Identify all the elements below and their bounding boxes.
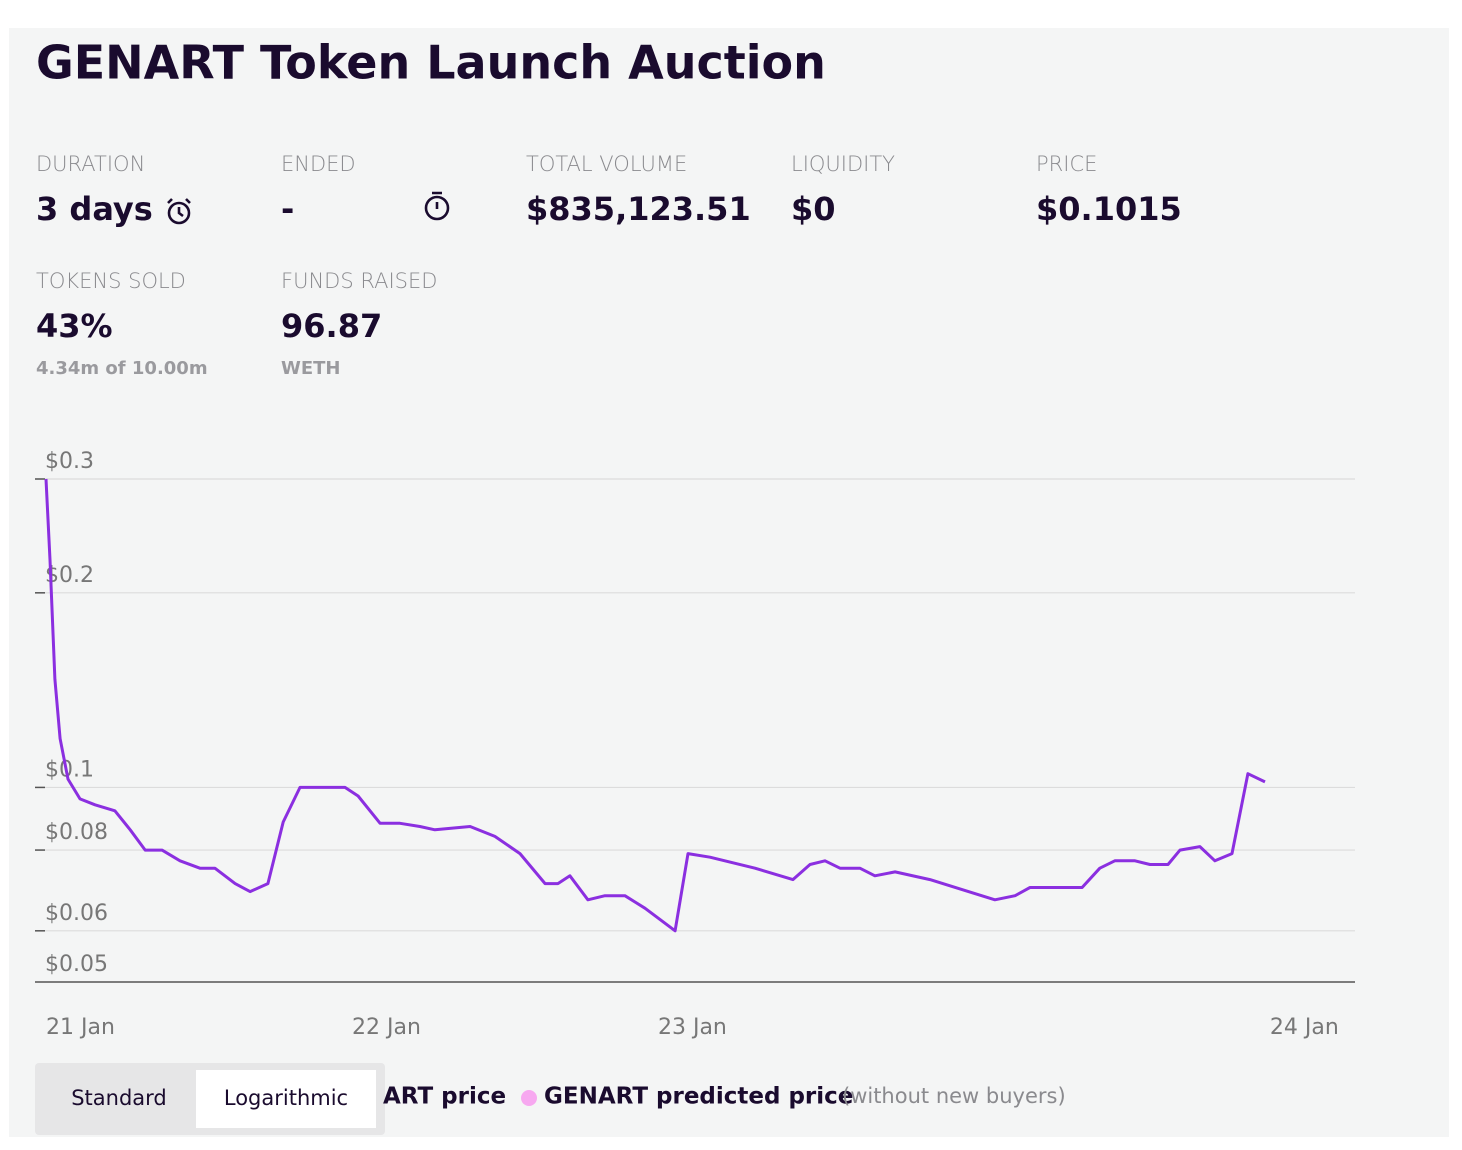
page-title: GENART Token Launch Auction (36, 36, 826, 90)
y-tick-label: $0.06 (45, 901, 108, 926)
y-tick-label: $0.05 (45, 952, 108, 977)
card-bg (9, 28, 1449, 1137)
toggle-standard[interactable]: Standard (71, 1086, 167, 1110)
y-tick-label: $0.3 (45, 449, 94, 474)
x-tick-label: 24 Jan (1270, 1015, 1339, 1040)
stat-label: PRICE (1036, 152, 1097, 176)
alarm-icon (167, 198, 191, 225)
y-tick-label: $0.08 (45, 820, 108, 845)
stat-label: DURATION (36, 152, 145, 176)
stat-value: $835,123.51 (526, 190, 751, 228)
y-tick-label: $0.2 (45, 563, 94, 588)
toggle-active (196, 1070, 376, 1128)
y-tick-label: $0.1 (45, 757, 94, 782)
x-tick-label: 22 Jan (352, 1015, 421, 1040)
legend-dot (521, 1090, 537, 1106)
stat-value: $0 (791, 190, 836, 228)
legend-note: (without new buyers) (842, 1084, 1066, 1108)
stat-value: 96.87 (281, 307, 382, 345)
stat-value: 43% (36, 307, 113, 345)
x-tick-label: 21 Jan (46, 1015, 115, 1040)
stat-value: - (281, 190, 294, 228)
price-line (44, 478, 1266, 933)
stat-sub: WETH (281, 358, 341, 379)
stat-label: TOKENS SOLD (36, 269, 186, 293)
x-tick-label: 23 Jan (658, 1015, 727, 1040)
stat-label: ENDED (281, 152, 356, 176)
stopwatch-icon (424, 191, 450, 221)
stat-value: 3 days (36, 190, 153, 228)
stat-label: TOTAL VOLUME (526, 152, 687, 176)
stat-label: LIQUIDITY (791, 152, 895, 176)
stat-value: $0.1015 (1036, 190, 1182, 228)
legend-label: GENART predicted price (544, 1084, 853, 1110)
stat-label: FUNDS RAISED (281, 269, 437, 293)
toggle-logarithmic[interactable]: Logarithmic (224, 1086, 348, 1110)
legend-label: ART price (383, 1084, 506, 1110)
stat-sub: 4.34m of 10.00m (36, 358, 208, 379)
